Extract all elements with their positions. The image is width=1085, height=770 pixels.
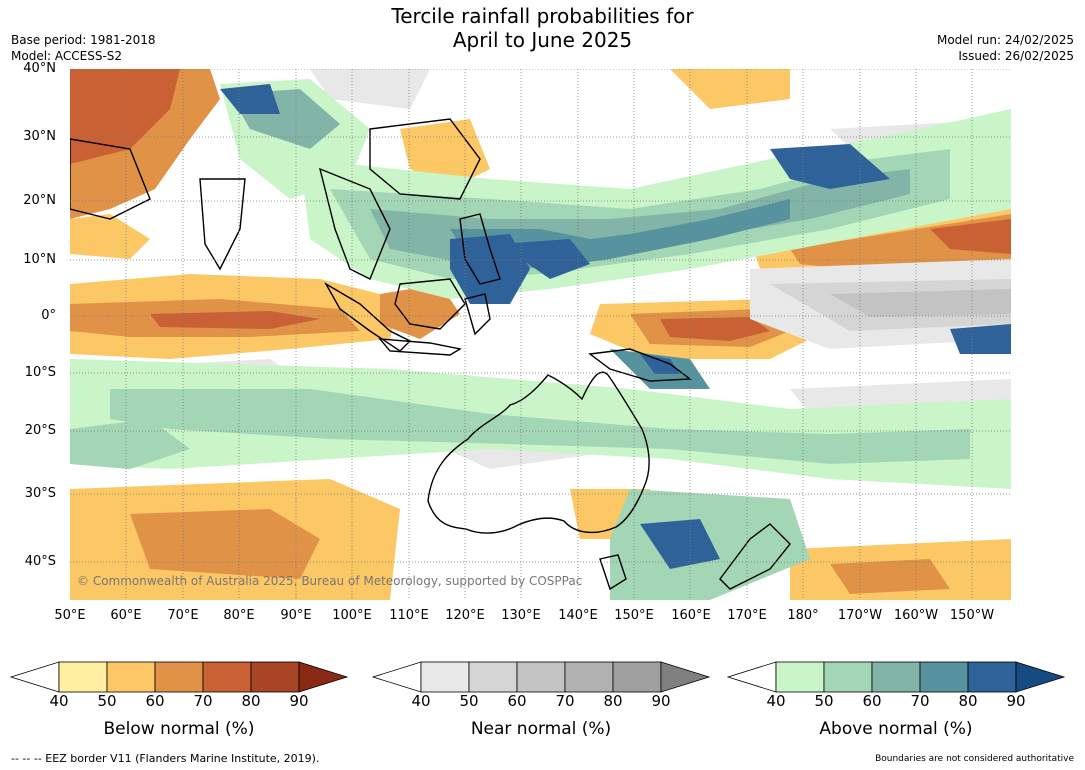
lat-label: 10°S xyxy=(24,365,56,380)
lon-label: 160°W xyxy=(893,608,939,623)
colorbar-extend-high xyxy=(298,661,349,693)
lat-label: 30°N xyxy=(23,129,56,144)
sumatra-outline xyxy=(324,282,412,352)
lon-label: 170°W xyxy=(837,608,883,623)
colorbar-tick: 80 xyxy=(603,692,623,710)
lon-label: 180° xyxy=(787,608,819,623)
colorbar-bin xyxy=(250,661,300,693)
colorbar-tick: 80 xyxy=(958,692,978,710)
issued-date: Issued: 26/02/2025 xyxy=(958,49,1074,63)
lon-label: 100°E xyxy=(332,608,372,623)
below-normal-colorbar xyxy=(10,661,349,693)
graticule xyxy=(70,69,1011,600)
india-outline xyxy=(199,178,246,271)
colorbar-bin xyxy=(564,661,614,693)
lon-label: 150°W xyxy=(949,608,995,623)
near-normal-colorbar xyxy=(372,661,711,693)
new-zealand-outline xyxy=(719,523,791,590)
colorbar-bin xyxy=(420,661,470,693)
indochina-outline xyxy=(318,167,391,280)
lon-label: 140°E xyxy=(558,608,598,623)
model-run: Model run: 24/02/2025 xyxy=(936,33,1074,47)
colorbar-tick: 80 xyxy=(241,692,261,710)
lat-label: 30°S xyxy=(24,486,56,501)
lon-label: 110°E xyxy=(389,608,429,623)
colorbar-tick: 90 xyxy=(651,692,671,710)
above-normal-regions xyxy=(70,79,1011,600)
colorbar-bin xyxy=(919,661,969,693)
lat-label: 20°N xyxy=(23,193,56,208)
tasmania-outline xyxy=(599,554,627,591)
colorbar-tick: 40 xyxy=(411,692,431,710)
colorbar-tick: 60 xyxy=(862,692,882,710)
colorbar-tick: 50 xyxy=(814,692,834,710)
colorbar-tick: 60 xyxy=(507,692,527,710)
colorbar-tick: 50 xyxy=(97,692,117,710)
map-title: Tercile rainfall probabilities for April… xyxy=(0,4,1085,52)
australia-outline xyxy=(427,371,650,534)
lat-label: 40°N xyxy=(23,61,56,76)
colorbar-tick: 70 xyxy=(555,692,575,710)
lat-label: 10°N xyxy=(23,252,56,267)
colorbar-bin xyxy=(202,661,252,693)
below-normal-regions xyxy=(70,69,1011,600)
above-normal-title: Above normal (%) xyxy=(819,719,973,739)
colorbar-tick: 90 xyxy=(1006,692,1026,710)
lon-label: 80°E xyxy=(223,608,255,623)
colorbar-bin xyxy=(967,661,1017,693)
colorbar-bin xyxy=(468,661,518,693)
run-info: Model run: 24/02/2025 Issued: 26/02/2025 xyxy=(937,32,1074,64)
colorbar-extend-high xyxy=(660,661,711,693)
colorbar-bin xyxy=(516,661,566,693)
lon-label: 170°E xyxy=(727,608,767,623)
title-line-1: Tercile rainfall probabilities for xyxy=(391,4,694,28)
colorbar-extend-low xyxy=(372,661,422,693)
lon-label: 160°E xyxy=(671,608,711,623)
above-normal-colorbar xyxy=(727,661,1066,693)
colorbar-bin xyxy=(823,661,873,693)
colorbar-extend-low xyxy=(10,661,60,693)
base-period: Base period: 1981-2018 xyxy=(11,33,156,47)
coastlines xyxy=(70,118,791,591)
lon-label: 150°E xyxy=(614,608,654,623)
colorbar-bin xyxy=(775,661,825,693)
lon-label: 70°E xyxy=(167,608,199,623)
colorbar-tick: 40 xyxy=(49,692,69,710)
below-normal-title: Below normal (%) xyxy=(103,719,255,739)
lat-label: 0° xyxy=(41,308,56,323)
lon-label: 60°E xyxy=(110,608,142,623)
colorbar-tick: 90 xyxy=(289,692,309,710)
base-info: Base period: 1981-2018 Model: ACCESS-S2 xyxy=(11,32,156,64)
colorbar-tick: 40 xyxy=(766,692,786,710)
lat-label: 20°S xyxy=(24,423,56,438)
lon-label: 130°E xyxy=(501,608,541,623)
colorbar-tick: 70 xyxy=(193,692,213,710)
colorbar-bin xyxy=(154,661,204,693)
near-normal-title: Near normal (%) xyxy=(470,719,612,739)
colorbar-bin xyxy=(58,661,108,693)
colorbar-bin xyxy=(106,661,156,693)
colorbar-bin xyxy=(871,661,921,693)
china-coast-outline xyxy=(369,118,481,200)
java-outline xyxy=(378,338,462,356)
lon-label: 120°E xyxy=(445,608,485,623)
colorbar-extend-high xyxy=(1015,661,1066,693)
colorbar-bin xyxy=(612,661,662,693)
arabia-outline xyxy=(70,138,151,220)
boundary-disclaimer: Boundaries are not considered authoritat… xyxy=(875,754,1074,764)
rainfall-probability-map xyxy=(70,69,1011,600)
copyright-notice: © Commonwealth of Australia 2025, Bureau… xyxy=(77,574,583,588)
lat-label: 40°S xyxy=(24,554,56,569)
colorbar-tick: 60 xyxy=(145,692,165,710)
model-name: Model: ACCESS-S2 xyxy=(11,49,123,63)
colorbar-tick: 70 xyxy=(910,692,930,710)
lon-label: 90°E xyxy=(280,608,312,623)
colorbar-extend-low xyxy=(727,661,777,693)
borneo-outline xyxy=(394,278,466,330)
eez-border-note: -- -- -- EEZ border V11 (Flanders Marine… xyxy=(11,752,320,765)
sulawesi-outline xyxy=(464,293,491,336)
colorbar-tick: 50 xyxy=(459,692,479,710)
lon-label: 50°E xyxy=(54,608,86,623)
title-line-2: April to June 2025 xyxy=(452,28,633,52)
